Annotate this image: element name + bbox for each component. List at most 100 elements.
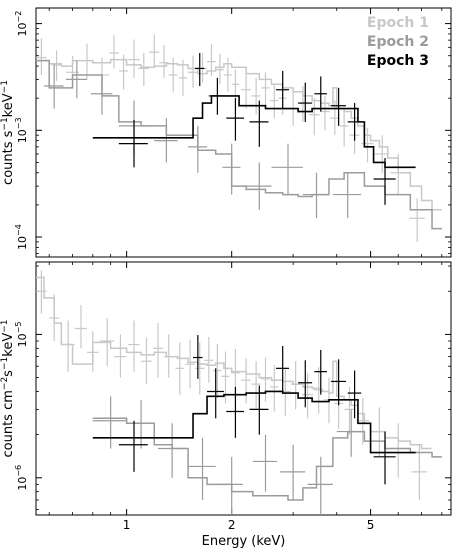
data-point <box>168 57 178 92</box>
data-point <box>246 162 272 210</box>
data-point <box>194 53 205 87</box>
legend-entry: Epoch 3 <box>367 53 429 69</box>
data-point <box>118 54 129 90</box>
y-tick-exponent: −3 <box>14 117 23 129</box>
y-tick-label: 10−2 <box>14 11 29 37</box>
x-tick-label: 2 <box>228 518 236 532</box>
x-axis-label: Energy (keV) <box>202 534 286 549</box>
data-point <box>65 60 88 99</box>
data-point <box>213 343 222 399</box>
data-point <box>118 420 148 472</box>
data-point <box>36 270 47 314</box>
legend-entry: Epoch 1 <box>367 15 429 31</box>
series-epoch-3 <box>92 335 416 485</box>
data-point <box>313 367 324 414</box>
data-point <box>141 337 152 385</box>
data-point <box>251 361 261 410</box>
data-point <box>207 44 216 77</box>
data-point <box>308 98 320 136</box>
data-point <box>373 431 396 485</box>
y-label-unit: keV <box>1 333 16 357</box>
data-point <box>330 359 346 406</box>
data-point <box>302 172 329 219</box>
data-point <box>138 53 150 87</box>
y-tick-base: 10 <box>16 477 29 491</box>
y-label-unit: s <box>1 370 16 377</box>
data-point <box>80 43 93 80</box>
y-tick-exponent: −4 <box>14 224 23 236</box>
data-point <box>261 357 270 402</box>
model-step-line <box>36 59 443 230</box>
data-point <box>390 423 406 478</box>
data-point <box>276 346 290 392</box>
data-point <box>215 53 224 85</box>
data-point <box>347 103 362 141</box>
data-point <box>118 100 148 154</box>
data-point <box>185 339 195 389</box>
y-tick-base: 10 <box>16 236 29 250</box>
data-point <box>276 70 290 109</box>
data-point <box>222 143 241 195</box>
data-point <box>157 423 186 478</box>
data-point <box>270 365 279 412</box>
data-point <box>271 143 303 195</box>
data-point <box>128 39 140 78</box>
y-tick-label: 10−4 <box>14 224 29 250</box>
data-point <box>100 318 114 367</box>
y-tick-exponent: −5 <box>14 322 23 334</box>
y-tick-exponent: −2 <box>14 11 23 23</box>
data-point <box>118 119 148 168</box>
data-point <box>270 84 279 119</box>
data-point <box>149 34 160 68</box>
data-point <box>301 372 314 419</box>
data-point <box>372 407 387 457</box>
y-label-exponent: −1 <box>0 117 10 130</box>
data-point <box>241 358 251 404</box>
y-label-exponent: −1 <box>0 320 10 333</box>
data-point <box>87 331 99 372</box>
data-point <box>314 349 327 395</box>
data-point <box>188 437 216 500</box>
data-point <box>249 100 269 147</box>
data-point <box>152 323 163 378</box>
y-label-unit: counts cm <box>1 390 16 457</box>
y-axis-label: counts cm−2s−1keV−1 <box>0 320 16 458</box>
data-point <box>390 153 406 195</box>
data-point <box>36 38 47 75</box>
data-point <box>178 59 188 96</box>
data-point <box>193 335 203 379</box>
data-point <box>279 444 306 500</box>
data-point <box>175 342 184 395</box>
data-point <box>194 342 205 395</box>
model-step-line <box>92 95 416 169</box>
data-point <box>108 35 119 69</box>
series-epoch-1 <box>36 270 432 500</box>
y-tick-base: 10 <box>16 22 29 36</box>
data-point <box>74 305 88 349</box>
series-epoch-3 <box>92 53 416 205</box>
plot-frame <box>35 261 452 516</box>
data-point <box>330 87 346 126</box>
data-point <box>375 135 390 173</box>
model-step-line <box>92 390 416 454</box>
x-tick-label: 1 <box>123 518 131 532</box>
data-point <box>261 72 270 106</box>
data-point <box>113 334 127 378</box>
data-point <box>154 118 178 163</box>
y-label-exponent: −2 <box>0 377 10 390</box>
data-point <box>208 77 226 115</box>
data-point <box>344 386 355 435</box>
data-point <box>219 456 243 515</box>
data-point <box>207 368 224 419</box>
data-point <box>314 76 327 112</box>
data-point <box>332 172 362 219</box>
data-point <box>61 320 75 372</box>
plot-frame <box>35 7 452 258</box>
data-point <box>226 98 245 141</box>
data-point <box>128 320 140 372</box>
data-point <box>188 125 208 173</box>
y-tick-label: 10−3 <box>14 117 29 143</box>
